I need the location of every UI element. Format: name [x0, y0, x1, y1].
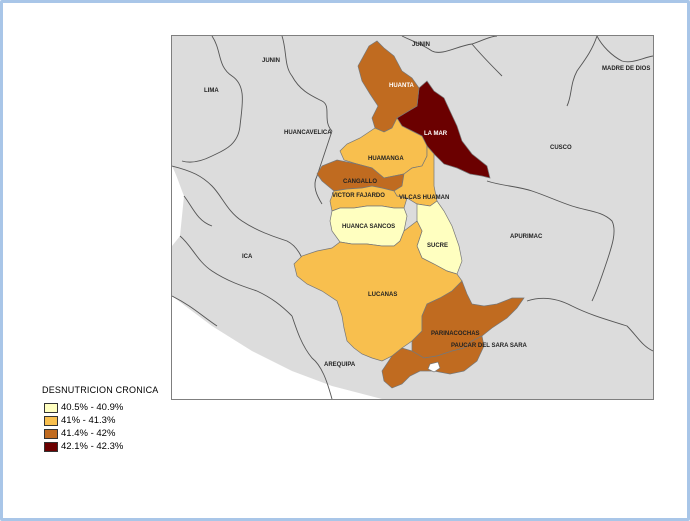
- ocean-area-top: [172, 166, 184, 246]
- label-huamanga: HUAMANGA: [368, 156, 404, 162]
- label-la-mar: LA MAR: [424, 131, 448, 137]
- label-arequipa: AREQUIPA: [324, 362, 356, 368]
- label-sucre: SUCRE: [427, 243, 448, 249]
- ocean-area: [172, 296, 382, 399]
- legend-title: DESNUTRICION CRONICA: [42, 385, 159, 395]
- legend-swatch-1: [44, 402, 58, 413]
- label-huanta: HUANTA: [389, 83, 415, 89]
- province-paucar-del-sara-sara: [381, 335, 485, 389]
- label-apurimac: APURIMAC: [510, 234, 543, 240]
- ayacucho-map: JUNIN JUNIN LIMA HUANCAVELICA ICA AREQUI…: [172, 36, 653, 399]
- label-parinacochas: PARINACOCHAS: [431, 331, 480, 337]
- neighbor-borders: [172, 36, 653, 399]
- legend-item-1: 40.5% - 40.9%: [44, 401, 182, 414]
- legend-label-1: 40.5% - 40.9%: [61, 402, 124, 413]
- legend-swatch-4: [44, 441, 58, 452]
- legend-swatch-3: [44, 428, 58, 439]
- legend-item-2: 41% - 41.3%: [44, 414, 182, 427]
- map-legend: DESNUTRICION CRONICA 40.5% - 40.9% 41% -…: [42, 385, 182, 453]
- legend-item-3: 41.4% - 42%: [44, 427, 182, 440]
- label-victor-fajardo: VICTOR FAJARDO: [332, 193, 385, 199]
- province-parinacochas: [411, 280, 525, 359]
- legend-label-4: 42.1% - 42.3%: [61, 441, 124, 452]
- provinces: [293, 40, 525, 389]
- neighbor-labels: JUNIN JUNIN LIMA HUANCAVELICA ICA AREQUI…: [204, 42, 650, 368]
- label-huancavelica: HUANCAVELICA: [284, 130, 332, 136]
- map-panel: JUNIN JUNIN LIMA HUANCAVELICA ICA AREQUI…: [171, 35, 654, 400]
- label-junin-top: JUNIN: [412, 42, 430, 48]
- lake: [427, 361, 441, 373]
- label-huanca-sancos: HUANCA SANCOS: [342, 224, 395, 230]
- label-lima: LIMA: [204, 88, 219, 94]
- label-paucar-del-sara-sara: PAUCAR DEL SARA SARA: [451, 343, 528, 349]
- legend-label-2: 41% - 41.3%: [61, 415, 116, 426]
- label-lucanas: LUCANAS: [368, 292, 397, 298]
- label-ica: ICA: [242, 254, 253, 260]
- legend-label-3: 41.4% - 42%: [61, 428, 116, 439]
- label-madre-de-dios: MADRE DE DIOS: [602, 66, 650, 72]
- legend-item-4: 42.1% - 42.3%: [44, 440, 182, 453]
- label-cusco: CUSCO: [550, 145, 572, 151]
- label-junin-left: JUNIN: [262, 58, 280, 64]
- label-vilcas-huaman: VILCAS HUAMAN: [399, 195, 449, 201]
- province-labels: HUANTA LA MAR HUAMANGA CANGALLO VICTOR F…: [332, 83, 528, 349]
- legend-swatch-2: [44, 415, 58, 426]
- label-cangallo: CANGALLO: [343, 179, 377, 185]
